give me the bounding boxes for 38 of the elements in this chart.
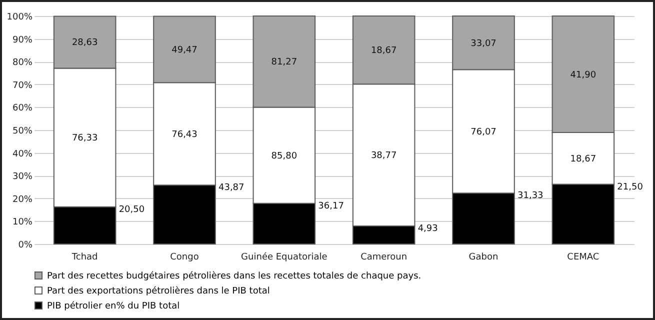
x-tick-label: Tchad bbox=[70, 252, 98, 262]
annotation: 36,17 bbox=[318, 201, 344, 212]
y-tick-label: 0% bbox=[18, 240, 33, 250]
annotation: 20,50 bbox=[118, 204, 145, 215]
y-tick-label: 10% bbox=[12, 218, 33, 228]
annotation: 28,63 bbox=[72, 38, 98, 48]
y-tick-label: 70% bbox=[12, 80, 33, 91]
x-tick-label: Guinée Equatoriale bbox=[241, 252, 328, 262]
annotation: 21,50 bbox=[617, 182, 644, 192]
annotation: 81,27 bbox=[271, 58, 298, 68]
annotation: 43,87 bbox=[218, 183, 244, 194]
legend-label: Part des recettes budgétaires pétrolières dans les recettes totales de chaque pays. bbox=[47, 270, 422, 282]
y-tick-label: 20% bbox=[12, 194, 33, 205]
annotation: 33,07 bbox=[470, 38, 496, 49]
y-tick-label: 60% bbox=[12, 104, 33, 114]
annotation: 38,77 bbox=[370, 151, 397, 162]
y-tick-label: 90% bbox=[12, 35, 33, 46]
y-tick-label: 40% bbox=[12, 149, 33, 160]
y-tick-label: 50% bbox=[12, 126, 33, 136]
annotation: 76,33 bbox=[72, 134, 98, 144]
annotation: 85,80 bbox=[271, 151, 298, 162]
x-tick-label: Cameroun bbox=[360, 252, 408, 262]
legend-label: PIB pétrolier en% du PIB total bbox=[47, 300, 180, 312]
annotation: 76,07 bbox=[470, 127, 496, 138]
annotation: 41,90 bbox=[570, 70, 596, 80]
annotation: 76,43 bbox=[172, 130, 198, 140]
x-tick-label: Gabon bbox=[468, 252, 498, 262]
legend-label: Part des exportations pétrolières dans le PIB total bbox=[47, 286, 270, 296]
y-tick-label: 30% bbox=[12, 172, 33, 182]
annotation: 4,93 bbox=[418, 224, 438, 234]
y-tick-label: 80% bbox=[12, 58, 33, 68]
y-tick-label: 100% bbox=[6, 12, 33, 22]
annotation: 49,47 bbox=[172, 45, 198, 56]
annotation: 18,67 bbox=[370, 46, 397, 56]
annotation: 18,67 bbox=[570, 154, 596, 164]
annotation: 31,33 bbox=[518, 191, 544, 202]
x-tick-label: Congo bbox=[170, 252, 200, 262]
x-tick-label: CEMAC bbox=[567, 252, 600, 262]
